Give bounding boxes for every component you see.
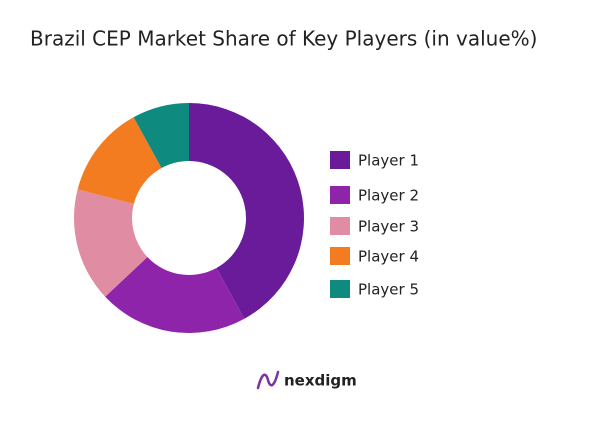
chart-title: Brazil CEP Market Share of Key Players (… <box>30 27 537 51</box>
logo-icon <box>256 370 280 390</box>
legend-label: Player 3 <box>358 218 419 236</box>
donut-segment <box>105 257 245 333</box>
donut-segment <box>189 103 304 319</box>
legend-swatch <box>330 186 350 204</box>
legend-label: Player 2 <box>358 187 419 205</box>
legend-swatch <box>330 217 350 235</box>
brand-logo: nexdigm <box>256 370 357 390</box>
legend-label: Player 4 <box>358 248 419 266</box>
legend-swatch <box>330 247 350 265</box>
donut-segment <box>73 189 148 297</box>
brand-name: nexdigm <box>284 372 357 390</box>
legend-swatch <box>330 151 350 169</box>
donut-segment <box>133 103 189 169</box>
legend-label: Player 1 <box>358 152 419 170</box>
donut-segment <box>77 117 162 204</box>
legend-label: Player 5 <box>358 281 419 299</box>
legend-swatch <box>330 280 350 298</box>
